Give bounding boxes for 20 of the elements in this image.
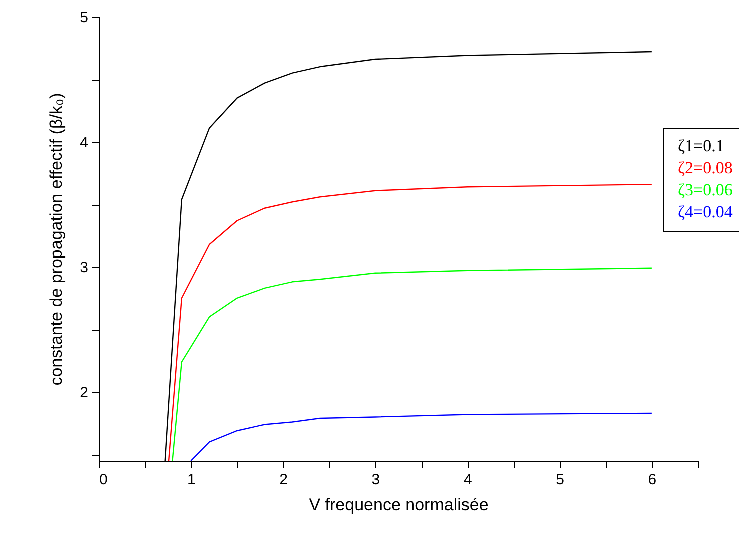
- x-tick-label: 2: [280, 472, 288, 488]
- y-tick-label: 2: [80, 384, 88, 402]
- y-tick-label: 5: [80, 10, 88, 26]
- text: ζ1=0.1: [678, 136, 724, 156]
- x-tick-label: 3: [372, 472, 380, 488]
- x-tick-label: 6: [648, 472, 657, 488]
- x-axis-title: V frequence normalisée: [309, 496, 489, 514]
- x-tick-label: 4: [464, 472, 472, 488]
- y-tick-label: 4: [80, 134, 88, 152]
- series-label: ζ2=0.08: [678, 158, 733, 178]
- line-series: [172, 268, 653, 461]
- line-series: [168, 184, 653, 461]
- x-tick-label: 0: [100, 472, 108, 488]
- y-axis-title: constante de propagation effectif (β/k₀): [47, 93, 66, 386]
- x-tick-label: 5: [556, 472, 564, 488]
- x-tick-label: 1: [187, 472, 196, 488]
- text: ζ3=0.06: [678, 180, 733, 200]
- text: ζ4=0.04: [678, 202, 734, 222]
- line-series: [190, 412, 653, 461]
- y-tick-label: 3: [80, 260, 88, 277]
